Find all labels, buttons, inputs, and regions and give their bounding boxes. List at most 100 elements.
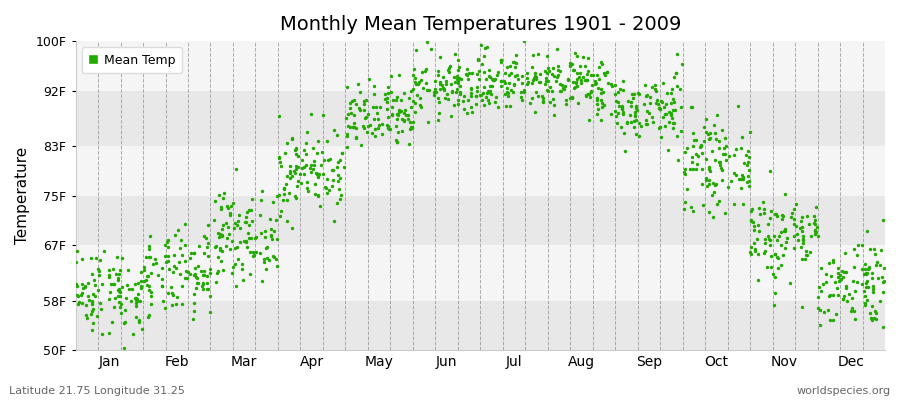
Point [826, 256, 841, 263]
Point [85, 308, 99, 314]
Point [340, 131, 355, 138]
Point [70, 282, 85, 289]
Point [242, 271, 256, 277]
Point [565, 67, 580, 73]
Point [485, 83, 500, 89]
Point [517, 89, 531, 95]
Point [406, 98, 420, 104]
Point [191, 280, 205, 286]
Point [80, 315, 94, 321]
Point [506, 59, 520, 65]
Point [696, 202, 710, 208]
Point [678, 171, 692, 178]
Point [664, 90, 679, 96]
Point [654, 134, 669, 140]
Point [770, 213, 784, 220]
Point [640, 92, 654, 98]
Point [699, 175, 714, 181]
Point [450, 76, 464, 82]
Point [734, 176, 749, 182]
Point [289, 163, 303, 170]
Point [211, 270, 225, 276]
Point [161, 244, 176, 250]
Point [768, 290, 782, 296]
Point [772, 233, 787, 240]
Point [591, 85, 606, 92]
Point [356, 123, 370, 130]
Point [219, 220, 233, 226]
Point [290, 182, 304, 189]
Point [584, 72, 598, 79]
Bar [76, 301, 885, 350]
Point [274, 163, 289, 170]
Point [482, 83, 497, 89]
Point [112, 298, 126, 305]
Point [715, 177, 729, 183]
Point [477, 102, 491, 108]
Point [655, 98, 670, 105]
Point [404, 88, 419, 94]
Point [788, 220, 802, 227]
Point [280, 173, 294, 179]
Point [164, 284, 178, 290]
Point [790, 230, 805, 237]
Point [380, 122, 394, 128]
Point [311, 173, 326, 180]
Point [223, 203, 238, 210]
Point [690, 161, 705, 167]
Point [510, 75, 525, 82]
Point [698, 116, 713, 122]
Point [620, 98, 634, 104]
Point [825, 292, 840, 298]
Point [128, 295, 142, 301]
Point [288, 147, 302, 153]
Point [579, 76, 593, 83]
Point [774, 262, 788, 268]
Point [409, 47, 423, 54]
Point [180, 275, 194, 282]
Point [561, 76, 575, 82]
Point [471, 56, 485, 63]
Point [718, 156, 733, 163]
Point [706, 188, 721, 195]
Point [744, 217, 759, 224]
Point [480, 90, 494, 96]
Point [652, 123, 667, 130]
Point [468, 92, 482, 99]
Point [764, 263, 778, 270]
Point [273, 159, 287, 166]
Point [636, 100, 651, 107]
Point [778, 239, 793, 245]
Point [729, 172, 743, 178]
Point [659, 111, 673, 117]
Point [741, 148, 755, 154]
Point [493, 82, 508, 89]
Point [403, 104, 418, 110]
Point [680, 145, 694, 151]
Point [742, 178, 756, 184]
Point [232, 225, 247, 232]
Point [131, 280, 146, 286]
Point [428, 86, 442, 92]
Point [222, 246, 237, 252]
Point [634, 122, 648, 129]
Point [214, 248, 229, 254]
Point [595, 104, 609, 111]
Point [340, 144, 355, 150]
Point [356, 124, 371, 131]
Point [197, 233, 211, 239]
Point [235, 265, 249, 272]
Point [707, 157, 722, 164]
Point [662, 147, 676, 153]
Point [865, 275, 879, 282]
Point [743, 218, 758, 224]
Point [130, 291, 145, 297]
Point [664, 112, 679, 118]
Point [103, 272, 117, 278]
Point [581, 91, 596, 97]
Point [810, 304, 824, 311]
Point [796, 233, 810, 239]
Point [768, 251, 782, 257]
Point [174, 237, 188, 244]
Point [357, 115, 372, 121]
